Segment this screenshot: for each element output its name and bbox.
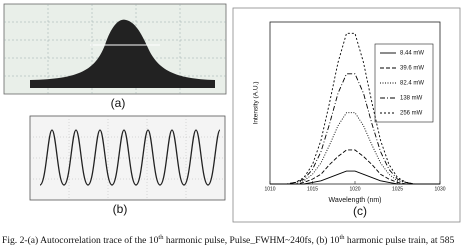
y-axis-label: Intensity (A.U.) xyxy=(253,82,260,125)
x-tick-label: 1030 xyxy=(434,186,445,192)
spectrum-line xyxy=(270,149,440,185)
x-tick-label: 1025 xyxy=(392,186,403,192)
x-tick-label: 1015 xyxy=(307,186,318,192)
legend-label: 256 mW xyxy=(400,111,423,117)
panel-label: (b) xyxy=(113,202,128,216)
panel-b-image xyxy=(29,115,226,201)
legend-label: 39.6 mW xyxy=(400,66,424,72)
panel-label: (c) xyxy=(353,204,367,218)
caption: Fig. 2-(a) Autocorrelation trace of the … xyxy=(2,234,474,246)
legend xyxy=(374,43,434,123)
legend-label: 138 mW xyxy=(400,96,423,102)
x-tick-label: 1020 xyxy=(349,186,360,192)
caption-text: harmonic pulse train, at 585 xyxy=(344,235,455,247)
caption-text: Fig. 2-(a) Autocorrelation trace of the … xyxy=(2,235,159,247)
spectrum-line xyxy=(270,32,440,185)
caption-text: th xyxy=(339,234,345,241)
x-tick-label: 1010 xyxy=(264,186,275,192)
figure: (a) (b) Wavelength (nm) Intensity (A.U.)… xyxy=(3,3,461,223)
caption-text: th xyxy=(158,234,164,241)
legend-label: 8.44 mW xyxy=(400,51,424,57)
panel-label: (a) xyxy=(111,96,126,110)
x-axis-label: Wavelength (nm) xyxy=(328,197,381,204)
panel-a-image xyxy=(3,3,227,95)
legend-label: 82.4 mW xyxy=(400,81,424,87)
caption-text: harmonic pulse, Pulse_FWHM~240fs, (b) 10 xyxy=(163,235,340,247)
